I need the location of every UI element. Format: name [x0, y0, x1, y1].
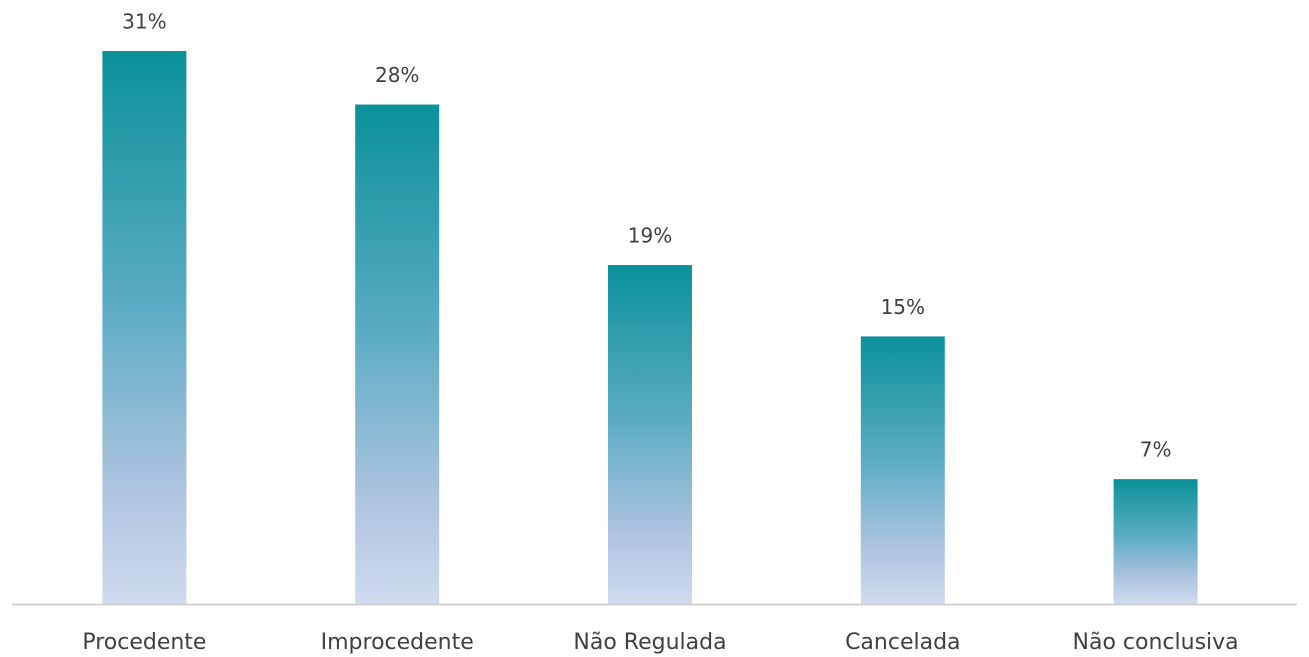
value-label: 7%	[1140, 438, 1172, 462]
bar	[1113, 479, 1198, 604]
bar	[860, 336, 945, 604]
value-label: 15%	[881, 295, 925, 319]
value-label: 19%	[628, 224, 672, 248]
value-label: 28%	[375, 63, 419, 87]
bar	[355, 104, 440, 605]
bar	[608, 265, 692, 604]
x-tick-label: Não conclusiva	[1073, 630, 1239, 655]
bar	[102, 51, 187, 604]
value-label: 31%	[122, 10, 166, 34]
x-tick-label: Cancelada	[845, 630, 960, 655]
x-tick-label: Não Regulada	[573, 630, 726, 655]
x-tick-label: Improcedente	[321, 630, 474, 655]
x-tick-label: Procedente	[82, 630, 206, 655]
